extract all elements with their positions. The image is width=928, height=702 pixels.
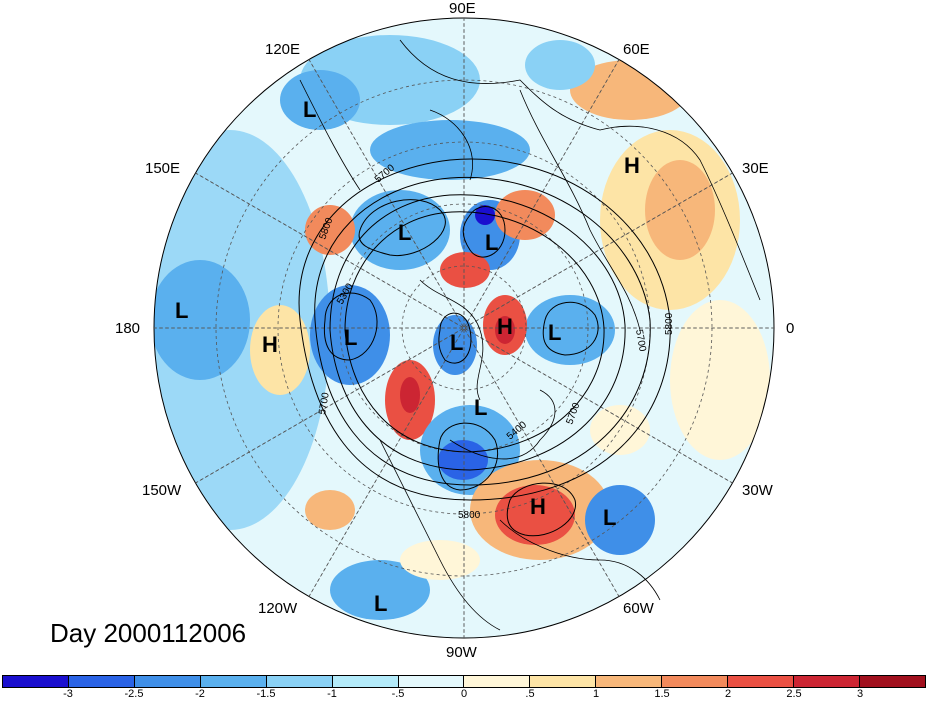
- colorbar-tick-label: -2: [195, 688, 205, 700]
- lon-label-0: 0: [786, 320, 795, 337]
- contour-label: 5800: [458, 510, 481, 521]
- lon-label-180: 180: [115, 320, 141, 337]
- colorbar-tick-label: 1.5: [654, 688, 670, 700]
- lon-label-60e: 60E: [623, 41, 650, 58]
- lon-label-120w: 120W: [258, 600, 298, 617]
- lon-label-150e: 150E: [145, 160, 181, 177]
- meridian-line: [195, 172, 733, 484]
- colorbar-segment: [596, 676, 663, 687]
- pressure-low-symbol: L: [485, 230, 498, 255]
- contour-label: 5700: [317, 391, 332, 415]
- latitude-circle: [215, 79, 713, 577]
- colorbar-segment: [464, 676, 531, 687]
- day-label: Day 2000112006: [50, 618, 247, 648]
- pressure-low-symbol: L: [344, 325, 357, 350]
- contour-label: 5700: [633, 329, 648, 353]
- lon-label-90e: 90E: [449, 0, 476, 17]
- pressure-high-symbol: H: [497, 314, 513, 339]
- colorbar-segment: [859, 676, 925, 687]
- colorbar-tick-label: -.5: [391, 688, 405, 700]
- colorbar-tick-label: -2.5: [124, 688, 144, 700]
- colorbar-tick-label: 0: [460, 688, 468, 700]
- colorbar-segment: [3, 676, 69, 687]
- colorbar-segment: [728, 676, 795, 687]
- pressure-high-symbol: H: [624, 153, 640, 178]
- colorbar-tick-label: .5: [525, 688, 535, 700]
- pressure-high-symbol: H: [262, 332, 278, 357]
- colorbar-segment: [68, 676, 135, 687]
- colorbar-tick-label: -3: [63, 688, 73, 700]
- contour-label: 5800: [664, 312, 675, 335]
- meridian-line: [308, 59, 620, 597]
- colorbar-tick-label: 2: [724, 688, 732, 700]
- pressure-low-symbol: L: [374, 591, 387, 616]
- pressure-low-symbol: L: [603, 505, 616, 530]
- lon-label-30w: 30W: [742, 482, 773, 499]
- colorbar: [2, 675, 926, 688]
- pressure-high-symbol: H: [530, 494, 546, 519]
- colorbar-segment: [200, 676, 267, 687]
- colorbar-segment: [134, 676, 201, 687]
- anomaly-field: [154, 18, 774, 638]
- coastlines: [299, 39, 761, 631]
- colorbar-tick-label: -1.5: [256, 688, 276, 700]
- lon-label-30e: 30E: [742, 160, 769, 177]
- graticule: [154, 18, 774, 638]
- pressure-low-symbol: L: [303, 97, 316, 122]
- meridian-line: [195, 172, 733, 484]
- pressure-low-symbol: L: [450, 330, 463, 355]
- pressure-low-symbol: L: [398, 220, 411, 245]
- colorbar-segment: [266, 676, 333, 687]
- pressure-low-symbol: L: [474, 395, 487, 420]
- pressure-system-group: L H L L L L L H L H L H L L L: [175, 97, 640, 616]
- height-contours: [298, 158, 671, 537]
- colorbar-segment: [662, 676, 729, 687]
- lon-label-90w: 90W: [446, 644, 477, 661]
- latitude-circle: [401, 265, 527, 391]
- colorbar-segment: [530, 676, 597, 687]
- meridian-line: [308, 59, 620, 597]
- pressure-low-symbol: L: [175, 298, 188, 323]
- colorbar-tick-label: 3: [856, 688, 864, 700]
- pressure-low-symbol: L: [548, 320, 561, 345]
- lon-label-120e: 120E: [265, 41, 301, 58]
- colorbar-tick-label: -1: [327, 688, 337, 700]
- lon-label-60w: 60W: [623, 600, 654, 617]
- colorbar-segment: [794, 676, 860, 687]
- colorbar-segment: [332, 676, 399, 687]
- colorbar-tick-label: 1: [592, 688, 600, 700]
- colorbar-tick-label: 2.5: [786, 688, 802, 700]
- colorbar-segment: [398, 676, 465, 687]
- lon-label-150w: 150W: [142, 482, 182, 499]
